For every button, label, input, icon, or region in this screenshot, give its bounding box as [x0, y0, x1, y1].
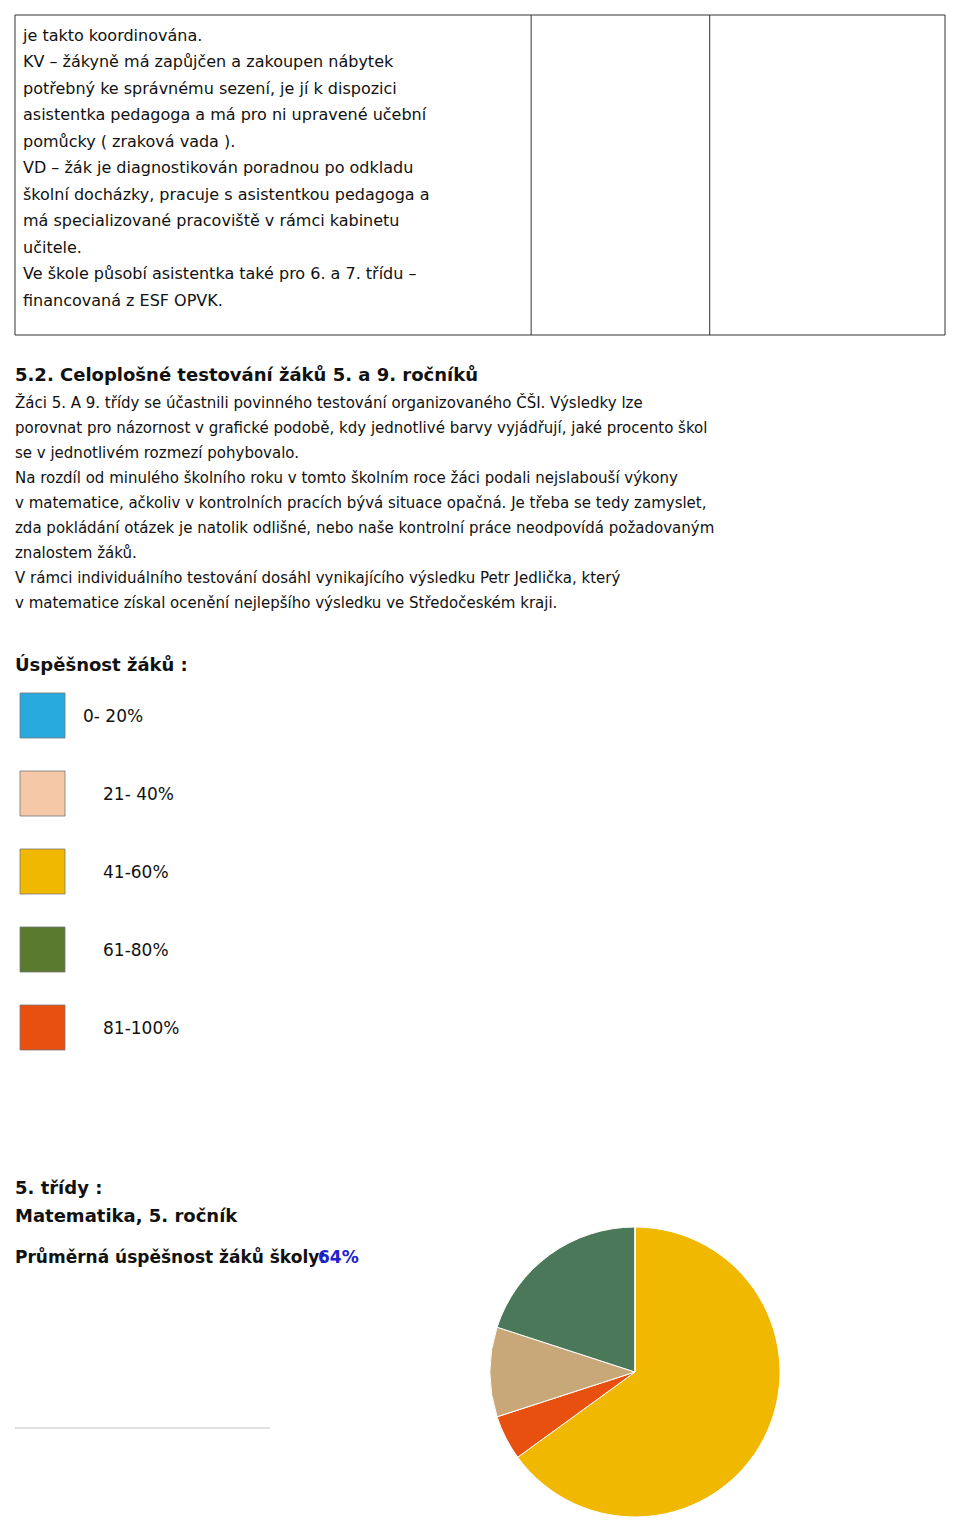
svg-text:21- 40%: 21- 40% — [103, 784, 174, 804]
svg-text:41-60%: 41-60% — [103, 862, 169, 882]
svg-text:61-80%: 61-80% — [103, 940, 169, 960]
svg-text:Průměrná úspěšnost žáků školy:: Průměrná úspěšnost žáků školy: — [15, 1246, 326, 1267]
svg-text:KV – žákyně má zapůjčen a zako: KV – žákyně má zapůjčen a zakoupen nábyt… — [23, 52, 394, 71]
svg-text:5.2. Celoplošné testování žáků: 5.2. Celoplošné testování žáků 5. a 9. r… — [15, 364, 478, 385]
svg-text:Úspěšnost žáků :: Úspěšnost žáků : — [15, 654, 188, 675]
svg-text:asistentka pedagoga a má pro n: asistentka pedagoga a má pro ni upravené… — [23, 105, 427, 124]
svg-text:v matematice získal ocenění ne: v matematice získal ocenění nejlepšího v… — [15, 594, 557, 612]
svg-text:financovaná z ESF OPVK.: financovaná z ESF OPVK. — [23, 291, 223, 310]
svg-text:Žáci 5. A 9. třídy se účastnil: Žáci 5. A 9. třídy se účastnili povinnéh… — [15, 393, 643, 412]
svg-text:zda pokládání otázek je natoli: zda pokládání otázek je natolik odlišné,… — [15, 519, 714, 537]
svg-text:Matematika, 5. ročník: Matematika, 5. ročník — [15, 1205, 238, 1226]
svg-text:v matematice, ačkoliv v kontro: v matematice, ačkoliv v kontrolních prac… — [15, 494, 707, 512]
svg-text:je takto koordinována.: je takto koordinována. — [22, 26, 202, 45]
svg-text:64%: 64% — [318, 1247, 359, 1267]
svg-text:V rámci individuálního testová: V rámci individuálního testování dosáhl … — [15, 569, 620, 587]
svg-text:Ve škole působí asistentka tak: Ve škole působí asistentka také pro 6. a… — [23, 264, 417, 283]
svg-text:učitele.: učitele. — [23, 238, 82, 257]
svg-text:má specializované pracoviště v: má specializované pracoviště v rámci kab… — [23, 211, 400, 230]
svg-text:Na rozdíl od minulého školního: Na rozdíl od minulého školního roku v to… — [15, 469, 678, 487]
svg-text:5. třídy :: 5. třídy : — [15, 1177, 102, 1198]
svg-text:81-100%: 81-100% — [103, 1018, 179, 1038]
svg-text:0- 20%: 0- 20% — [83, 706, 143, 726]
svg-text:VD – žák je diagnostikován por: VD – žák je diagnostikován poradnou po o… — [23, 158, 413, 177]
svg-text:znalostem žáků.: znalostem žáků. — [15, 544, 137, 562]
svg-text:porovnat pro názornost v grafi: porovnat pro názornost v grafické podobě… — [15, 419, 707, 437]
svg-text:potřebný ke správnému sezení,: potřebný ke správnému sezení, je jí k di… — [23, 79, 397, 98]
svg-text:se v jednotlivém rozmezí pohyb: se v jednotlivém rozmezí pohybovalo. — [15, 444, 299, 462]
svg-text:školní docházky, pracuje s asi: školní docházky, pracuje s asistentkou p… — [23, 185, 430, 204]
svg-text:pomůcky ( zraková vada ).: pomůcky ( zraková vada ). — [23, 132, 235, 151]
